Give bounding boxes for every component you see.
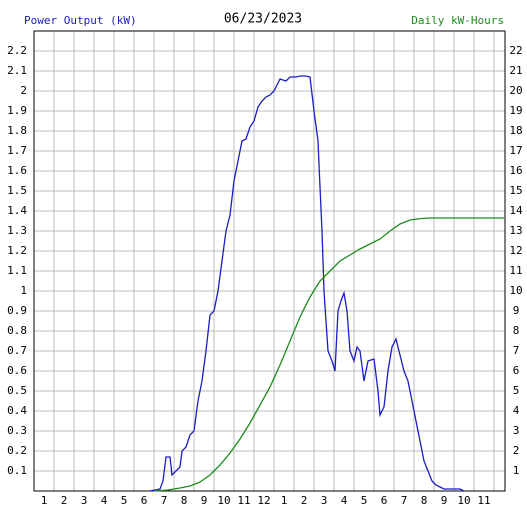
x-tick-label: 4 — [341, 494, 348, 507]
y2-tick-label: 4 — [513, 404, 520, 417]
y-tick-label: 0.2 — [7, 444, 27, 457]
x-tick-label: 4 — [101, 494, 108, 507]
y2-tick-label: 9 — [513, 304, 520, 317]
y-tick-label: 1 — [20, 284, 27, 297]
y2-tick-label: 10 — [509, 284, 522, 297]
chart-title: 06/23/2023 — [224, 12, 302, 27]
x-tick-label: 5 — [121, 494, 128, 507]
x-tick-label: 1 — [41, 494, 48, 507]
y2-tick-label: 21 — [509, 64, 522, 77]
y2-tick-label: 19 — [509, 104, 522, 117]
y2-tick-label: 17 — [509, 144, 522, 157]
y2-tick-label: 5 — [513, 384, 520, 397]
y-tick-label: 0.3 — [7, 424, 27, 437]
y2-tick-label: 1 — [513, 464, 520, 477]
x-tick-label: 6 — [381, 494, 388, 507]
x-tick-label: 10 — [217, 494, 230, 507]
y2-tick-label: 18 — [509, 124, 522, 137]
x-tick-label: 9 — [441, 494, 448, 507]
x-tick-label: 8 — [181, 494, 188, 507]
y-tick-label: 0.4 — [7, 404, 27, 417]
x-tick-label: 11 — [477, 494, 490, 507]
y2-tick-label: 15 — [509, 184, 522, 197]
y-tick-label: 1.5 — [7, 184, 27, 197]
y-tick-label: 1.8 — [7, 124, 27, 137]
x-tick-label: 3 — [81, 494, 88, 507]
y-tick-label: 0.7 — [7, 344, 27, 357]
y-tick-label: 1.1 — [7, 264, 27, 277]
x-tick-label: 5 — [361, 494, 368, 507]
y2-tick-label: 7 — [513, 344, 520, 357]
y-tick-label: 1.3 — [7, 224, 27, 237]
y-tick-label: 0.8 — [7, 324, 27, 337]
y2-tick-label: 3 — [513, 424, 520, 437]
plot-frame — [33, 30, 506, 492]
x-tick-label: 2 — [301, 494, 308, 507]
y-tick-label: 0.6 — [7, 364, 27, 377]
y-tick-label: 2.1 — [7, 64, 27, 77]
x-tick-label: 2 — [61, 494, 68, 507]
x-tick-label: 11 — [237, 494, 250, 507]
y-tick-label: 0.1 — [7, 464, 27, 477]
x-tick-label: 3 — [321, 494, 328, 507]
x-tick-label: 9 — [201, 494, 208, 507]
x-tick-label: 1 — [281, 494, 288, 507]
y-tick-label: 1.6 — [7, 164, 27, 177]
y-tick-label: 1.4 — [7, 204, 27, 217]
y-axis-label: Power Output (kW) — [24, 14, 137, 27]
y2-tick-label: 13 — [509, 224, 522, 237]
series-line — [153, 217, 505, 492]
x-tick-label: 6 — [141, 494, 148, 507]
y2-axis-label: Daily kW-Hours — [411, 14, 504, 27]
y-tick-label: 0.9 — [7, 304, 27, 317]
y2-tick-label: 22 — [509, 44, 522, 57]
y2-tick-label: 16 — [509, 164, 522, 177]
y2-tick-label: 11 — [509, 264, 522, 277]
y-tick-label: 1.9 — [7, 104, 27, 117]
y2-tick-label: 20 — [509, 84, 522, 97]
y2-tick-label: 2 — [513, 444, 520, 457]
y2-tick-label: 14 — [509, 204, 523, 217]
x-tick-label: 8 — [421, 494, 428, 507]
x-tick-label: 7 — [161, 494, 168, 507]
y2-tick-label: 6 — [513, 364, 520, 377]
x-tick-label: 7 — [401, 494, 408, 507]
y2-tick-label: 12 — [509, 244, 522, 257]
x-tick-label: 12 — [257, 494, 270, 507]
y-tick-label: 1.7 — [7, 144, 27, 157]
y-tick-label: 2.2 — [7, 44, 27, 57]
x-tick-label: 10 — [457, 494, 470, 507]
y-tick-label: 2 — [20, 84, 27, 97]
y-tick-label: 0.5 — [7, 384, 27, 397]
y-tick-label: 1.2 — [7, 244, 27, 257]
series-line — [149, 75, 465, 492]
y2-tick-label: 8 — [513, 324, 520, 337]
